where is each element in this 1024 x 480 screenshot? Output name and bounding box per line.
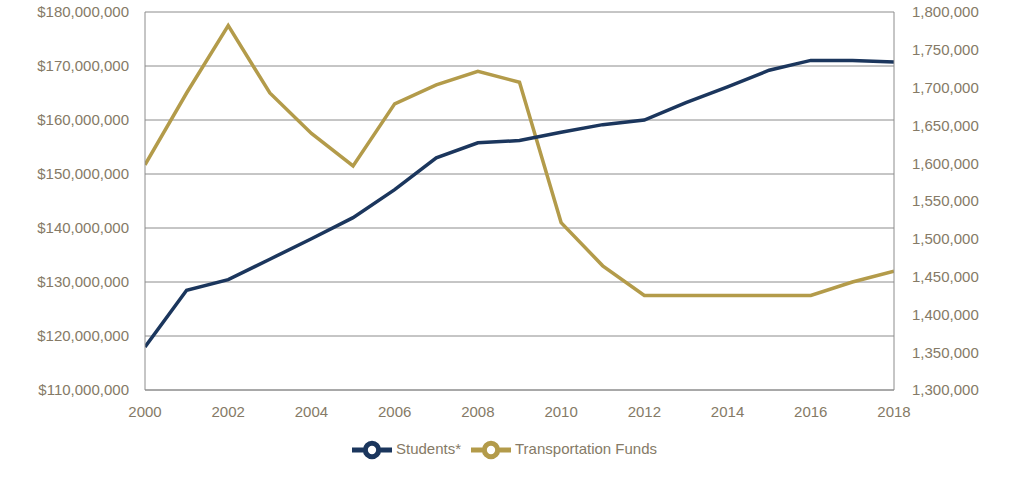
- html-text:Students*: Students*: [396, 440, 461, 457]
- svg-text:2004: 2004: [295, 403, 328, 420]
- svg-text:$180,000,000: $180,000,000: [37, 3, 129, 20]
- svg-text:2014: 2014: [711, 403, 744, 420]
- svg-text:$170,000,000: $170,000,000: [37, 57, 129, 74]
- svg-text:$160,000,000: $160,000,000: [37, 111, 129, 128]
- svg-text:2002: 2002: [212, 403, 245, 420]
- html-text:Transportation Funds: Transportation Funds: [515, 440, 657, 457]
- svg-text:$150,000,000: $150,000,000: [37, 165, 129, 182]
- svg-text:1,600,000: 1,600,000: [912, 155, 979, 172]
- svg-text:$110,000,000: $110,000,000: [38, 381, 129, 398]
- svg-text:1,650,000: 1,650,000: [912, 117, 979, 134]
- svg-text:1,350,000: 1,350,000: [912, 344, 979, 361]
- svg-text:$140,000,000: $140,000,000: [37, 219, 129, 236]
- svg-text:1,700,000: 1,700,000: [912, 79, 979, 96]
- svg-text:2018: 2018: [877, 403, 910, 420]
- svg-text:2008: 2008: [461, 403, 494, 420]
- svg-text:1,400,000: 1,400,000: [912, 306, 979, 323]
- svg-text:2000: 2000: [128, 403, 161, 420]
- svg-text:1,500,000: 1,500,000: [912, 230, 979, 247]
- svg-text:1,300,000: 1,300,000: [912, 381, 979, 398]
- svg-text:2016: 2016: [794, 403, 827, 420]
- svg-text:1,750,000: 1,750,000: [912, 41, 979, 58]
- svg-text:2012: 2012: [628, 403, 661, 420]
- svg-text:2006: 2006: [378, 403, 411, 420]
- svg-text:1,450,000: 1,450,000: [912, 268, 979, 285]
- svg-text:$120,000,000: $120,000,000: [37, 327, 129, 344]
- svg-text:$130,000,000: $130,000,000: [37, 273, 129, 290]
- svg-text:1,550,000: 1,550,000: [912, 192, 979, 209]
- svg-text:2010: 2010: [544, 403, 577, 420]
- svg-text:1,800,000: 1,800,000: [912, 3, 979, 20]
